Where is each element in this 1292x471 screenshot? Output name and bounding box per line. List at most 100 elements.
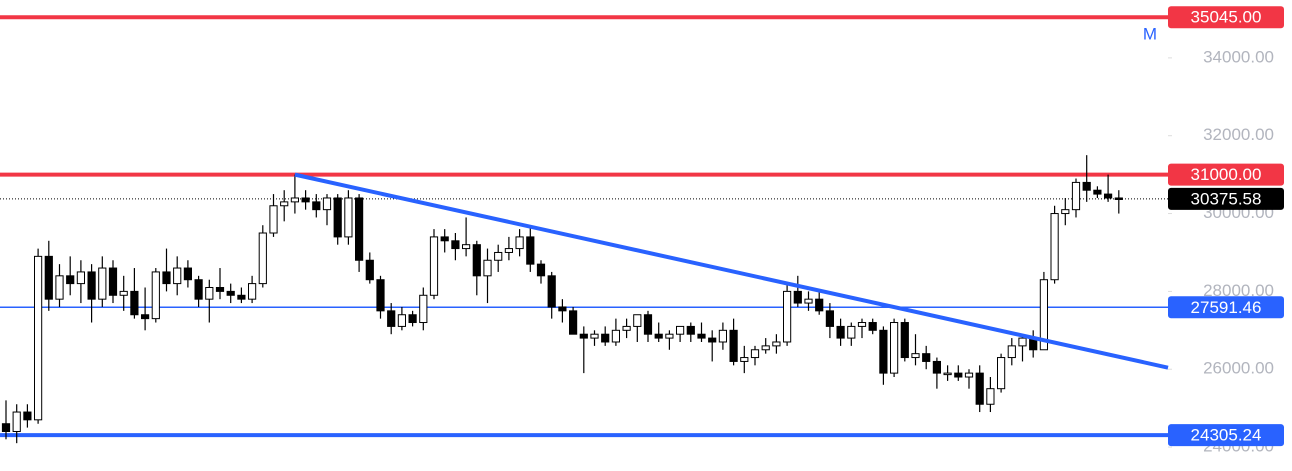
candle-body xyxy=(761,345,770,351)
candle-body xyxy=(526,236,535,265)
candle-body xyxy=(1050,213,1059,281)
candle-body xyxy=(536,263,546,277)
candle-body xyxy=(964,372,974,378)
candle-body xyxy=(579,333,588,339)
candle-body xyxy=(151,271,160,320)
candle-body xyxy=(66,275,75,285)
candle-body xyxy=(515,236,524,250)
level-label-box xyxy=(1168,296,1284,319)
candle-body xyxy=(997,357,1006,390)
candle-body xyxy=(558,306,567,312)
candle-body xyxy=(569,310,578,335)
candle-body xyxy=(729,329,738,362)
candle-body xyxy=(943,372,952,376)
candle-body xyxy=(804,298,813,304)
candle-body xyxy=(954,372,963,378)
candle-body xyxy=(483,259,492,277)
candle-body xyxy=(643,314,653,335)
candle-body xyxy=(12,411,21,432)
candle-body xyxy=(825,310,834,327)
candle-body xyxy=(611,329,620,343)
candle-body xyxy=(376,279,385,312)
candle-body xyxy=(429,236,439,296)
candle-body xyxy=(87,271,96,300)
candle-body xyxy=(676,325,685,335)
candle-body xyxy=(1018,337,1027,347)
candle-body xyxy=(333,197,342,238)
candle-body xyxy=(451,240,460,250)
candle-body xyxy=(141,314,150,320)
candle-body xyxy=(215,286,225,292)
candle-body xyxy=(975,372,984,405)
candle-body xyxy=(472,244,481,277)
candle-body xyxy=(34,255,43,421)
candle-body xyxy=(397,314,406,327)
candle-body xyxy=(708,337,717,343)
candle-body xyxy=(130,290,139,316)
candle-body xyxy=(173,267,182,285)
candle-body xyxy=(911,353,920,359)
candle-body xyxy=(312,201,321,211)
candle-body xyxy=(108,267,118,296)
candle-body xyxy=(1,423,11,432)
candle-body xyxy=(194,279,203,300)
candle-body xyxy=(226,290,235,296)
price-scale: 24000.0026000.0028000.0030000.0032000.00… xyxy=(1168,6,1284,456)
candle-body xyxy=(697,333,706,339)
candle-body xyxy=(269,205,278,234)
candle-body xyxy=(504,248,513,253)
candle-body xyxy=(890,322,899,374)
candle-body xyxy=(1007,345,1016,359)
candle-body xyxy=(55,275,64,300)
candle-body xyxy=(183,267,193,281)
candle-body xyxy=(1082,181,1091,191)
plot-area xyxy=(0,15,1169,444)
level-label: 31000.00 xyxy=(1191,165,1262,184)
candle-body xyxy=(162,271,171,285)
candle-body xyxy=(879,329,888,374)
candle-body xyxy=(23,411,32,421)
candle-body xyxy=(740,357,749,362)
last-price-label: 30375.58 xyxy=(1191,189,1262,208)
candle-body xyxy=(718,329,727,343)
candle-body xyxy=(494,251,503,261)
y-tick-label: 34000.00 xyxy=(1203,47,1274,66)
candle-body xyxy=(857,322,867,327)
candle-body xyxy=(280,201,289,207)
candle-body xyxy=(1114,197,1123,200)
candle-body xyxy=(686,325,695,335)
interval-label: M xyxy=(1143,24,1157,43)
candle-body xyxy=(355,197,364,261)
last-price-box xyxy=(1168,187,1284,210)
candle-body xyxy=(1061,209,1070,215)
candle-body xyxy=(868,322,877,331)
candle-body xyxy=(772,341,781,347)
candle-body xyxy=(836,325,845,339)
candle-body xyxy=(922,353,931,362)
candle-body xyxy=(462,244,471,250)
candle-body xyxy=(248,283,257,300)
candle-body xyxy=(815,298,824,312)
level-label-box xyxy=(1168,424,1284,447)
level-label: 27591.46 xyxy=(1191,298,1262,317)
candle-body xyxy=(654,333,663,339)
candle-body xyxy=(750,349,760,359)
candle-body xyxy=(387,310,396,327)
candle-body xyxy=(344,197,353,238)
candle-body xyxy=(365,259,374,281)
candle-body xyxy=(98,267,107,300)
candle-body xyxy=(900,322,909,359)
candle-body xyxy=(601,333,610,343)
y-tick-label: 32000.00 xyxy=(1203,125,1274,144)
candle-body xyxy=(1039,279,1049,351)
candle-body xyxy=(237,294,246,300)
candle-body xyxy=(665,333,674,339)
candle-body xyxy=(301,197,310,203)
level-label-box xyxy=(1168,163,1284,186)
y-tick-label: 26000.00 xyxy=(1203,359,1274,378)
candle-body xyxy=(986,388,995,405)
candle-body xyxy=(633,314,642,327)
candle-body xyxy=(783,290,792,343)
candle-body xyxy=(119,290,128,296)
